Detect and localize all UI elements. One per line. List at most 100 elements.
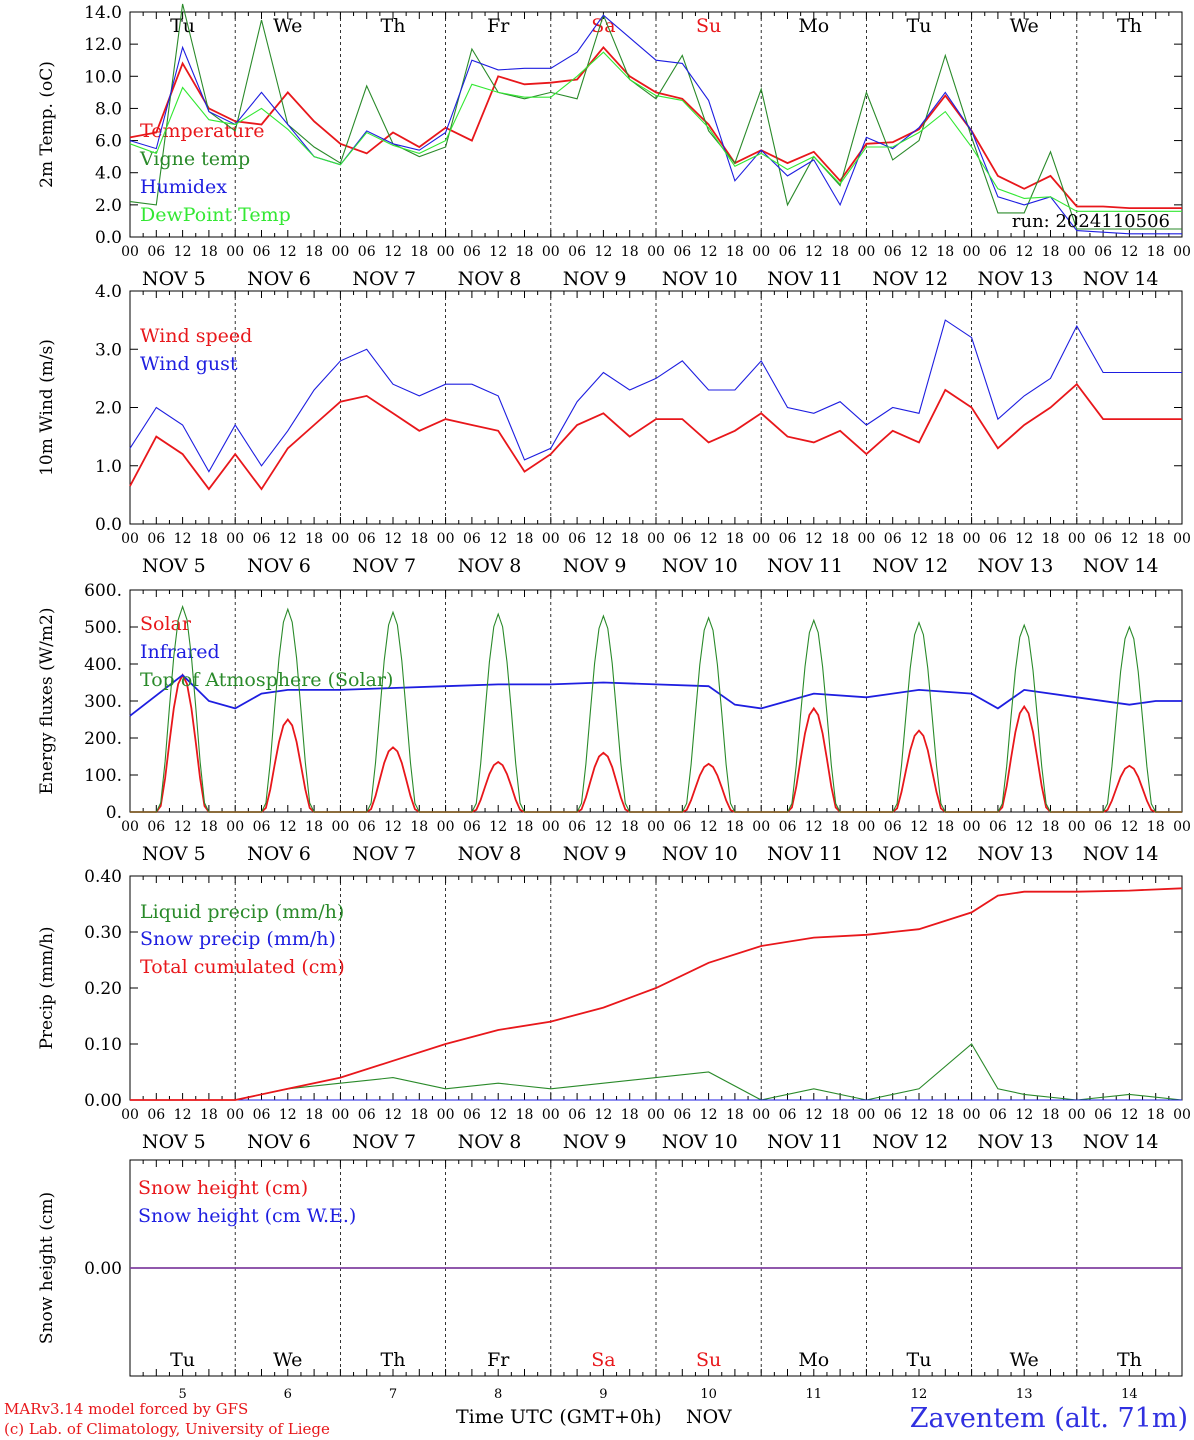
date-label: NOV 7 [352,843,416,865]
legend-entry: Wind speed [140,325,252,347]
date-label: NOV 8 [458,843,522,865]
hour-tick-label: 06 [989,1107,1007,1123]
hour-tick-label: 06 [884,531,902,547]
hour-tick-label: 00 [542,819,560,835]
date-number-label: 6 [284,1387,292,1402]
hour-tick-label: 00 [226,819,244,835]
day-name-label: Th [1117,1349,1142,1371]
hour-tick-label: 00 [752,1107,770,1123]
hour-tick-label: 18 [305,531,323,547]
y-tick-label: 200. [84,729,122,749]
date-number-label: 10 [700,1387,717,1402]
hour-tick-label: 00 [647,244,665,260]
date-label: NOV 13 [978,555,1054,577]
hour-tick-label: 18 [516,819,534,835]
y-tick-label: 0.30 [84,923,122,943]
date-label: NOV 14 [1083,1131,1159,1153]
hour-tick-label: 00 [647,819,665,835]
hour-tick-label: 00 [331,244,349,260]
hour-tick-label: 18 [726,531,744,547]
hour-tick-label: 12 [1120,531,1138,547]
hour-tick-label: 18 [726,1107,744,1123]
hour-tick-label: 18 [621,1107,639,1123]
date-label: NOV 13 [978,1131,1054,1153]
date-number-label: 12 [911,1387,928,1402]
hour-tick-label: 06 [253,1107,271,1123]
day-name-label: Tu [170,1349,195,1371]
y-tick-label: 600. [84,581,122,601]
credit-line-2: (c) Lab. of Climatology, University of L… [4,1420,330,1438]
hour-tick-label: 00 [963,819,981,835]
hour-tick-label: 12 [805,1107,823,1123]
hour-tick-label: 18 [1042,1107,1060,1123]
series-line-humidex [129,14,1182,235]
date-label: NOV 5 [142,843,206,865]
y-tick-label: 0.0 [95,228,122,248]
hour-tick-label: 12 [489,1107,507,1123]
day-name-label: Tu [907,1349,932,1371]
hour-tick-label: 06 [568,531,586,547]
hour-tick-label: 06 [884,819,902,835]
hour-tick-label: 18 [410,244,428,260]
hour-tick-label: 18 [305,819,323,835]
y-tick-label: 300. [84,692,122,712]
legend-entry: Temperature [140,120,264,142]
hour-tick-label: 18 [516,1107,534,1123]
day-name-label: Tu [907,15,932,37]
y-tick-label: 6.0 [95,132,122,152]
hour-tick-label: 00 [437,244,455,260]
run-label: run: 2024110506 [1012,211,1170,232]
hour-tick-label: 06 [358,819,376,835]
hour-tick-label: 12 [910,244,928,260]
date-label: NOV 5 [142,555,206,577]
hour-tick-label: 06 [253,244,271,260]
hour-tick-label: 12 [384,531,402,547]
day-name-label: Mo [798,15,829,37]
credit-line-1: MARv3.14 model forced by GFS [4,1400,248,1418]
hour-tick-label: 00 [331,1107,349,1123]
legend-entry: Wind gust [140,353,238,375]
hour-tick-label: 18 [200,1107,218,1123]
hour-tick-label: 00 [963,1107,981,1123]
hour-tick-label: 06 [1094,1107,1112,1123]
hour-tick-label: 12 [279,1107,297,1123]
month-label: NOV [686,1406,732,1428]
hour-tick-label: 06 [358,531,376,547]
hour-tick-label: 00 [857,531,875,547]
hour-tick-label: 06 [989,531,1007,547]
hour-tick-label: 12 [1015,1107,1033,1123]
hour-tick-label: 06 [989,244,1007,260]
hour-tick-label: 00 [226,1107,244,1123]
hour-tick-label: 12 [910,1107,928,1123]
hour-tick-label: 00 [331,531,349,547]
time-axis-label: Time UTC (GMT+0h) [456,1406,662,1428]
hour-tick-label: 00 [963,244,981,260]
hour-tick-label: 18 [516,531,534,547]
hour-tick-label: 06 [147,1107,165,1123]
hour-tick-label: 18 [936,244,954,260]
hour-tick-label: 18 [1042,531,1060,547]
hour-tick-label: 00 [542,531,560,547]
hour-tick-label: 00 [752,531,770,547]
date-label: NOV 9 [563,843,627,865]
hour-tick-label: 12 [1015,531,1033,547]
hour-tick-label: 00 [647,531,665,547]
hour-tick-label: 06 [253,531,271,547]
date-label: NOV 11 [767,268,843,290]
hour-tick-label: 12 [594,531,612,547]
hour-tick-label: 06 [1094,819,1112,835]
hour-tick-label: 12 [805,244,823,260]
hour-tick-label: 00 [542,1107,560,1123]
date-number-label: 5 [178,1387,186,1402]
hour-tick-label: 06 [568,244,586,260]
y-axis-label: 2m Temp. (oC) [37,61,57,188]
hour-tick-label: 12 [805,531,823,547]
legend-entry: Snow height (cm W.E.) [138,1205,356,1227]
hour-tick-label: 06 [989,819,1007,835]
hour-tick-label: 00 [226,531,244,547]
hour-tick-label: 00 [857,244,875,260]
date-label: NOV 11 [767,1131,843,1153]
hour-tick-label: 00 [331,819,349,835]
hour-tick-label: 18 [200,244,218,260]
